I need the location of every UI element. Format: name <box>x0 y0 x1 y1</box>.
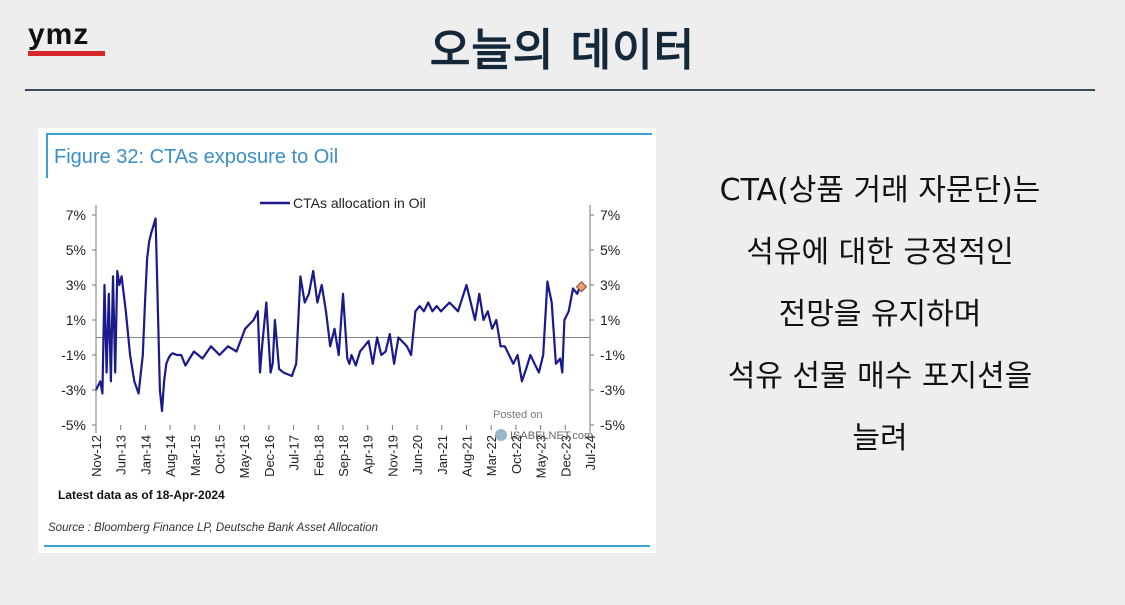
y-tick-label-right: -3% <box>600 382 625 398</box>
latest-data-note: Latest data as of 18-Apr-2024 <box>58 488 225 502</box>
x-tick-label: May-16 <box>237 435 252 478</box>
watermark-site: ISABELNET.com <box>510 430 593 442</box>
description-line-2: 석유에 대한 긍정적인 <box>746 235 1014 270</box>
x-tick-label: Sep-18 <box>336 435 351 477</box>
y-tick-label-right: 1% <box>600 312 620 328</box>
description-line-3: 전망을 유지하며 <box>778 297 982 332</box>
y-tick-label-right: -1% <box>600 347 625 363</box>
description: CTA(상품 거래 자문단)는 석유에 대한 긍정적인 전망을 유지하며 석유 … <box>660 160 1100 470</box>
header-divider <box>25 89 1095 91</box>
y-tick-label-left: -3% <box>61 382 86 398</box>
y-tick-label-left: 3% <box>66 277 86 293</box>
y-tick-label-left: 5% <box>66 242 86 258</box>
description-line-1: CTA(상품 거래 자문단)는 <box>719 173 1041 208</box>
logo-underline <box>28 51 105 56</box>
last-point-marker <box>575 281 588 293</box>
y-tick-label-right: 3% <box>600 277 620 293</box>
y-tick-label-left: 1% <box>66 312 86 328</box>
y-tick-label-right: 5% <box>600 242 620 258</box>
card-left-border <box>46 133 48 178</box>
x-tick-label: Nov-12 <box>89 435 104 477</box>
oil-exposure-chart: 7% 7%5% 5%3% 3%1% 1%-1% -1%-3% -3%-5% -5%Nov-12… <box>61 195 625 478</box>
x-tick-label: Oct-15 <box>213 435 228 474</box>
x-tick-label: Oct-22 <box>509 435 524 474</box>
x-tick-label: Dec-23 <box>558 435 573 477</box>
x-tick-label: Jul-17 <box>287 435 302 470</box>
description-line-5: 늘려 <box>852 421 908 456</box>
x-tick-label: Mar-22 <box>484 435 499 476</box>
page-title: 오늘의 데이터 <box>429 25 696 76</box>
figure-source: Source : Bloomberg Finance LP, Deutsche … <box>48 522 379 534</box>
watermark-posted-on: Posted on <box>493 409 543 421</box>
figure-card: Figure 32: CTAs exposure to Oil 7% 7% 5% 5%… <box>38 128 656 553</box>
logo: ymz <box>28 18 90 51</box>
description-line-4: 석유 선물 매수 포지션을 <box>727 359 1033 394</box>
x-tick-label: Jun-13 <box>114 435 129 475</box>
x-tick-label: Aug-14 <box>163 435 178 477</box>
x-tick-label: Apr-19 <box>361 435 376 474</box>
figure-title: Figure 32: CTAs exposure to Oil <box>54 146 339 168</box>
x-tick-label: Jan-21 <box>435 435 450 475</box>
y-tick-label-left: -1% <box>61 347 86 363</box>
x-tick-label: Jan-14 <box>138 435 153 475</box>
card-top-border <box>46 133 652 135</box>
y-tick-label-right: 7% <box>600 207 620 223</box>
y-tick-label-left: 7% <box>66 207 86 223</box>
watermark-logo-icon <box>495 429 507 441</box>
x-tick-label: Jun-20 <box>410 435 425 475</box>
card-bottom-border <box>44 545 650 547</box>
x-tick-label: May-23 <box>534 435 549 478</box>
y-tick-label-left: -5% <box>61 417 86 433</box>
series-line <box>95 217 583 413</box>
x-tick-label: Feb-18 <box>311 435 326 476</box>
legend-label: CTAs allocation in Oil <box>293 195 426 211</box>
x-tick-label: Jul-24 <box>583 435 598 470</box>
x-tick-label: Aug-21 <box>460 435 475 477</box>
x-tick-label: Nov-19 <box>385 435 400 477</box>
y-tick-label-right: -5% <box>600 417 625 433</box>
x-tick-label: Mar-15 <box>188 435 203 476</box>
x-tick-label: Dec-16 <box>262 435 277 477</box>
